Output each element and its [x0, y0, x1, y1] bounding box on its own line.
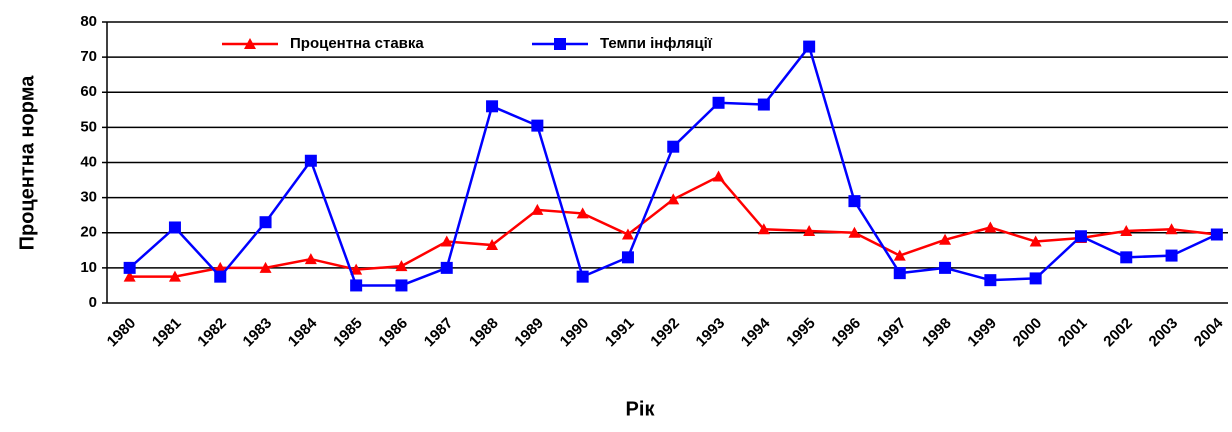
legend-label: Темпи інфляції: [600, 35, 713, 52]
data-point: [1120, 224, 1133, 236]
data-point: [667, 193, 680, 205]
data-point: [803, 224, 816, 236]
data-point: [576, 207, 589, 219]
x-tick-label: 1990: [557, 315, 593, 351]
series-line: [128, 43, 1218, 287]
data-point: [123, 270, 136, 282]
data-point: [757, 223, 770, 235]
data-point: [1029, 235, 1042, 247]
data-point: [757, 98, 770, 111]
x-tick-label: 1996: [828, 315, 864, 351]
data-point: [848, 226, 861, 238]
x-tick-label: 1986: [375, 315, 411, 351]
data-point: [712, 170, 725, 182]
data-point: [984, 221, 997, 233]
x-tick-label: 1987: [421, 315, 457, 351]
data-point: [395, 260, 408, 272]
x-tick-label: 1997: [874, 315, 910, 351]
x-tick-label: 1994: [738, 314, 774, 350]
x-tick-label: 1982: [194, 315, 230, 351]
x-tick-label: 1985: [330, 315, 366, 351]
legend-label: Процентна ставка: [290, 35, 424, 52]
data-point: [214, 270, 227, 283]
data-point: [1165, 249, 1178, 262]
x-tick-label: 1992: [647, 315, 683, 351]
data-point: [1210, 228, 1223, 241]
data-point: [395, 279, 408, 292]
x-tick-label: 1999: [964, 315, 1000, 351]
data-point: [939, 261, 952, 274]
x-tick-label: 1988: [466, 315, 502, 351]
data-point: [803, 40, 816, 53]
data-point: [1120, 251, 1133, 264]
data-point: [123, 261, 136, 274]
data-point: [486, 100, 499, 113]
data-point: [350, 263, 363, 275]
legend-marker: [554, 38, 566, 50]
data-point: [1165, 223, 1178, 235]
y-tick-label: 0: [89, 294, 97, 311]
data-point: [576, 270, 589, 283]
data-point: [848, 195, 861, 208]
data-point: [486, 239, 499, 251]
y-tick-label: 70: [80, 48, 97, 65]
data-point: [168, 221, 181, 234]
y-tick-label: 20: [80, 224, 97, 241]
data-point: [168, 270, 181, 282]
data-point: [621, 251, 634, 264]
y-tick-label: 60: [80, 83, 97, 100]
data-point: [440, 235, 453, 247]
data-point: [259, 216, 272, 229]
data-point: [621, 228, 634, 240]
x-tick-label: 1995: [783, 315, 819, 351]
x-axis-label: Рік: [626, 398, 656, 420]
data-point: [893, 249, 906, 261]
data-point: [304, 253, 317, 265]
y-axis-label: Процентна норма: [16, 75, 38, 251]
data-point: [939, 233, 952, 245]
x-tick-label: 2000: [1010, 315, 1046, 351]
x-tick-label: 1991: [602, 315, 638, 351]
data-point: [1029, 272, 1042, 285]
x-tick-label: 2004: [1191, 314, 1227, 350]
x-tick-label: 1980: [104, 315, 140, 351]
data-point: [304, 154, 317, 167]
data-point: [893, 267, 906, 280]
y-tick-label: 80: [80, 13, 97, 30]
data-point: [984, 274, 997, 287]
legend-marker: [244, 38, 256, 49]
data-point: [712, 96, 725, 109]
data-point: [531, 119, 544, 132]
x-tick-label: 1981: [149, 315, 185, 351]
y-tick-label: 50: [80, 118, 97, 135]
data-point: [350, 279, 363, 292]
y-tick-label: 40: [80, 153, 97, 170]
x-tick-label: 2002: [1100, 315, 1136, 351]
data-point: [214, 261, 227, 273]
x-tick-label: 1984: [285, 314, 321, 350]
data-point: [440, 261, 453, 274]
y-tick-label: 10: [80, 259, 97, 276]
x-tick-label: 2003: [1146, 315, 1182, 351]
data-point: [531, 203, 544, 215]
data-point: [259, 261, 272, 273]
y-tick-label: 30: [80, 189, 97, 206]
x-tick-label: 2001: [1055, 315, 1091, 351]
x-tick-label: 1993: [693, 315, 729, 351]
x-tick-label: 1989: [511, 315, 547, 351]
x-tick-label: 1998: [919, 315, 955, 351]
data-point: [1074, 230, 1087, 243]
x-tick-label: 1983: [240, 315, 276, 351]
data-point: [667, 140, 680, 153]
